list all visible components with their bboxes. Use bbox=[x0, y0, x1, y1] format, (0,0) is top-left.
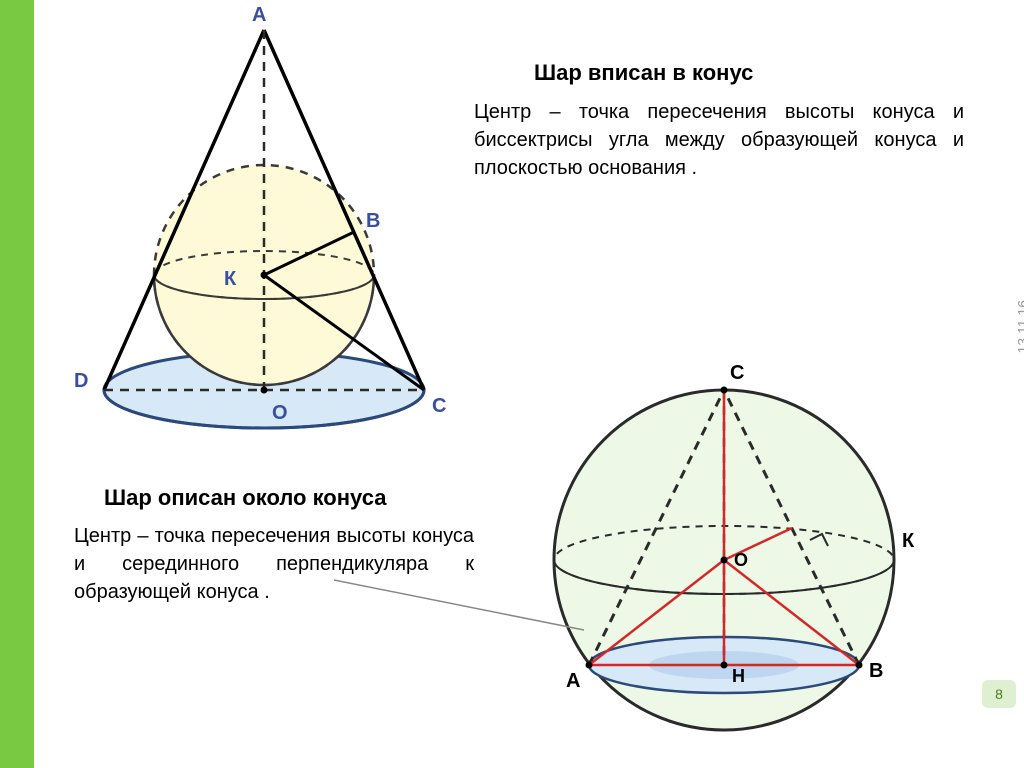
label2-H: Н bbox=[732, 666, 745, 687]
label-O: O bbox=[272, 402, 288, 425]
title-circumscribed: Шар описан около конуса bbox=[104, 485, 386, 511]
figure-circumscribed-sphere: С O К A B Н bbox=[514, 370, 934, 750]
desc-inscribed: Центр – точка пересечения высоты конуса … bbox=[474, 98, 964, 182]
page-number-badge: 8 bbox=[982, 680, 1016, 708]
connector-line bbox=[334, 570, 594, 650]
figure-inscribed-sphere: A B К D C O bbox=[74, 10, 454, 440]
slide-content: Шар вписан в конус Центр – точка пересеч… bbox=[34, 0, 1024, 768]
label-D: D bbox=[74, 370, 88, 393]
label2-K: К bbox=[902, 530, 914, 553]
date-label: 13.11.16 bbox=[1014, 300, 1024, 353]
label-B: B bbox=[366, 210, 380, 233]
title-inscribed: Шар вписан в конус bbox=[534, 60, 753, 86]
label2-C: С bbox=[730, 362, 744, 385]
label-C: C bbox=[432, 395, 446, 418]
page-number: 8 bbox=[995, 686, 1003, 702]
label2-O: O bbox=[734, 550, 748, 571]
figure2-svg bbox=[514, 370, 934, 750]
label-A: A bbox=[252, 4, 266, 27]
label-K: К bbox=[224, 268, 236, 291]
label2-A: A bbox=[566, 670, 580, 693]
left-accent-bar bbox=[0, 0, 34, 768]
figure1-svg bbox=[74, 10, 454, 440]
label2-B: B bbox=[869, 660, 883, 683]
